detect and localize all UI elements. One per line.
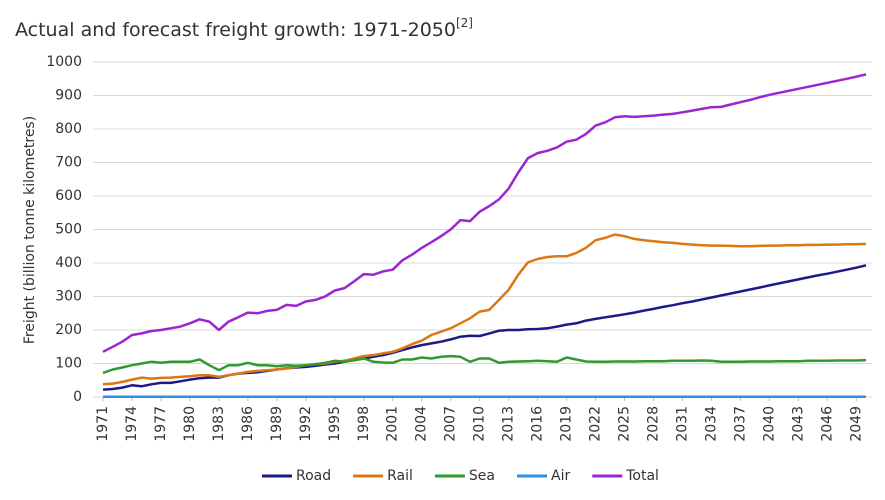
x-tick-label: 2031 [674,406,690,442]
x-tick-label: 1986 [240,406,256,442]
y-tick-label: 500 [55,222,82,238]
x-tick-label: 1977 [153,406,169,442]
y-tick-label: 700 [55,155,82,171]
y-tick-label: 0 [73,389,82,405]
x-tick-label: 1980 [182,406,198,442]
x-tick-label: 2043 [790,406,806,442]
title-text: Actual and forecast freight growth: 1971… [15,19,456,41]
series-line [102,73,867,353]
x-tick-label: 2049 [848,406,864,442]
chart-title: Actual and forecast freight growth: 1971… [15,16,473,41]
series-line [102,354,867,375]
x-tick-label: 1983 [211,406,227,442]
x-tick-label: 1995 [327,406,343,442]
x-tick-label: 2034 [703,406,719,442]
x-tick-label: 2037 [732,406,748,442]
legend-label: Air [551,468,570,484]
x-tick-label: 2022 [588,406,604,442]
series-line [102,233,867,386]
y-tick-label: 300 [55,289,82,305]
x-tick-label: 2028 [646,406,662,442]
x-tick-label: 2010 [472,406,488,442]
legend-label: Sea [469,468,495,484]
x-tick-label: 1998 [356,406,372,442]
y-tick-label: 800 [55,121,82,137]
y-tick-label: 1000 [46,54,82,70]
x-tick-label: 1989 [269,406,285,442]
x-tick-label: 2016 [530,406,546,442]
x-tick-label: 1974 [124,406,140,442]
y-tick-label: 900 [55,88,82,104]
y-tick-label: 200 [55,322,82,338]
x-tick-label: 1971 [95,406,111,442]
x-tick-label: 2040 [761,406,777,442]
y-tick-label: 400 [55,255,82,271]
y-axis-label: Freight (billion tonne kilometres) [22,116,38,344]
x-tick-label: 2007 [443,406,459,442]
x-tick-label: 2025 [617,406,633,442]
x-tick-label: 2046 [819,406,835,442]
x-tick-label: 2004 [414,406,430,442]
x-tick-label: 2001 [385,406,401,442]
title-note: [2] [456,16,473,30]
x-tick-label: 2019 [559,406,575,442]
legend-label: Road [296,468,331,484]
y-tick-label: 100 [55,356,82,372]
legend-label: Rail [387,468,413,484]
x-tick-label: 2013 [501,406,517,442]
x-tick-label: 1992 [298,406,314,442]
y-tick-label: 600 [55,188,82,204]
legend-label: Total [625,468,659,484]
